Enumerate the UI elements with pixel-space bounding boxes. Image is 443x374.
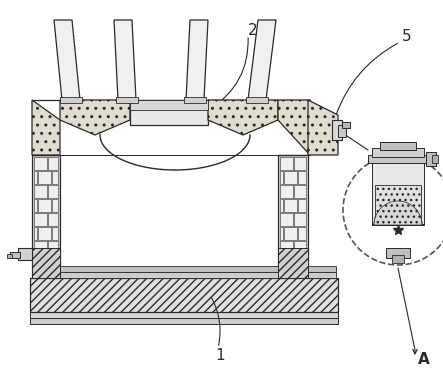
Bar [294, 269, 306, 277]
Polygon shape [372, 201, 424, 225]
Bar [284, 227, 297, 240]
Bar [294, 157, 306, 170]
Bar [30, 318, 338, 324]
Circle shape [343, 155, 443, 265]
Bar [280, 213, 293, 226]
Bar [342, 122, 350, 128]
Bar [48, 241, 58, 254]
Bar [10, 252, 20, 258]
Polygon shape [114, 20, 136, 100]
Bar [34, 199, 37, 212]
Bar [298, 199, 306, 212]
Polygon shape [208, 100, 278, 135]
Bar [284, 199, 297, 212]
Text: 2: 2 [248, 22, 258, 37]
Polygon shape [54, 20, 80, 100]
Bar [280, 255, 283, 268]
Text: 5: 5 [402, 28, 412, 43]
Bar [294, 213, 306, 226]
Bar [375, 185, 421, 222]
Bar [48, 157, 58, 170]
Bar [294, 241, 306, 254]
Bar [52, 199, 58, 212]
Bar [386, 248, 410, 258]
Bar [130, 100, 208, 110]
Polygon shape [186, 20, 208, 100]
Polygon shape [60, 100, 130, 135]
Polygon shape [374, 201, 422, 225]
Bar [48, 185, 58, 198]
Bar [34, 227, 37, 240]
Polygon shape [32, 100, 60, 155]
Bar [284, 255, 297, 268]
Polygon shape [32, 155, 60, 278]
Bar [432, 155, 438, 163]
Bar [298, 255, 306, 268]
Bar [130, 100, 208, 125]
Bar [426, 152, 436, 166]
Bar [32, 266, 336, 272]
Bar [7, 254, 12, 258]
Polygon shape [278, 100, 310, 155]
Bar [298, 171, 306, 184]
Bar [280, 171, 283, 184]
Bar [38, 227, 51, 240]
Bar [48, 213, 58, 226]
Polygon shape [308, 100, 338, 155]
Bar [284, 171, 297, 184]
Bar [60, 97, 82, 103]
Bar [368, 155, 428, 163]
Bar [372, 160, 424, 225]
Bar [38, 199, 51, 212]
Polygon shape [32, 248, 60, 278]
Bar [280, 227, 283, 240]
Bar [280, 269, 293, 277]
Bar [34, 269, 47, 277]
Bar [34, 213, 47, 226]
Bar [30, 312, 338, 318]
Bar [48, 269, 58, 277]
Bar [34, 171, 37, 184]
Bar [280, 199, 283, 212]
Bar [280, 157, 293, 170]
Bar [34, 255, 37, 268]
Bar [280, 185, 293, 198]
Bar [38, 255, 51, 268]
Bar [38, 171, 51, 184]
Polygon shape [278, 248, 308, 278]
Polygon shape [278, 155, 308, 278]
Bar [380, 142, 416, 150]
Text: A: A [418, 353, 430, 368]
Bar [52, 227, 58, 240]
Bar [52, 255, 58, 268]
Bar [246, 97, 268, 103]
Bar [372, 148, 424, 157]
Bar [338, 125, 346, 137]
Bar [298, 227, 306, 240]
Bar [32, 272, 336, 278]
Bar [280, 241, 293, 254]
Bar [332, 120, 342, 140]
Bar [184, 97, 206, 103]
Text: 1: 1 [215, 349, 225, 364]
Bar [116, 97, 138, 103]
Bar [34, 157, 47, 170]
Bar [294, 185, 306, 198]
Polygon shape [248, 20, 276, 100]
Bar [34, 185, 47, 198]
Bar [30, 278, 338, 312]
Bar [392, 255, 404, 263]
Bar [52, 171, 58, 184]
Bar [60, 155, 278, 278]
Bar [18, 248, 32, 260]
Bar [34, 241, 47, 254]
